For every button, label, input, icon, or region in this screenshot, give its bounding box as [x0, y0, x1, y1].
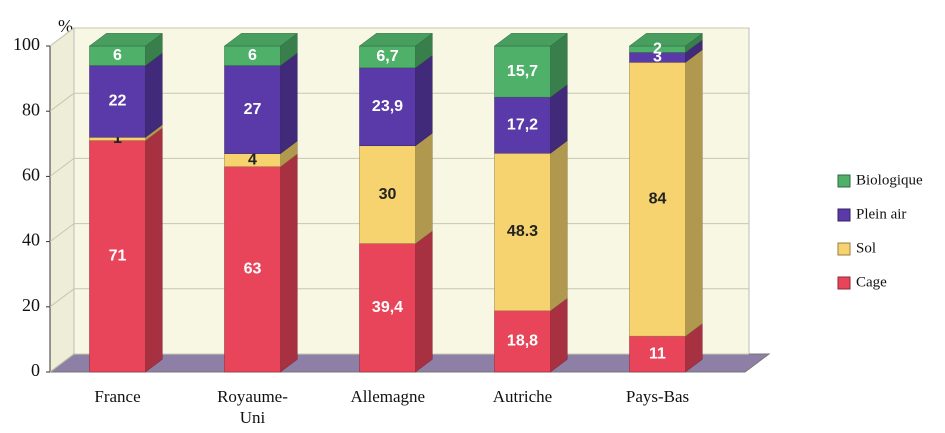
data-label: 48.3 [507, 223, 538, 240]
y-tick-label: 80 [22, 99, 40, 119]
x-tick-label: Autriche [492, 387, 553, 406]
grid-diagonal [49, 27, 75, 47]
bar-segment [494, 153, 551, 311]
data-label: 63 [244, 261, 262, 278]
y-tick-label: 40 [22, 230, 40, 250]
data-label: 11 [649, 345, 666, 362]
bar-segment [629, 62, 686, 337]
data-label: 30 [379, 186, 397, 203]
x-tick-label: France [94, 387, 141, 406]
bar-top [358, 33, 434, 47]
grid-diagonal [49, 92, 75, 112]
bar-top [223, 33, 299, 47]
data-label: 4 [248, 151, 257, 168]
x-tick-label: Royaume-Uni [217, 387, 288, 427]
bar-segment [89, 140, 146, 373]
y-tick-label: 60 [22, 165, 40, 185]
bar-side [145, 52, 163, 138]
bar-segment [359, 145, 416, 244]
bar-side [145, 127, 163, 373]
data-label: 84 [649, 190, 667, 207]
bar-top [88, 33, 164, 47]
grid-diagonal [49, 223, 75, 243]
bar-side [280, 153, 298, 373]
data-label: 17,2 [507, 116, 538, 133]
data-label: 27 [244, 101, 262, 118]
bar-side [280, 52, 298, 155]
data-label: 23,9 [372, 98, 403, 115]
data-label: 71 [109, 247, 127, 264]
legend-swatch [837, 174, 851, 188]
legend-swatch [837, 276, 851, 290]
y-tick-label: 20 [22, 295, 40, 315]
bar-side [415, 54, 433, 147]
bar-segment [359, 67, 416, 147]
bar-side [415, 230, 433, 373]
data-label: 6 [248, 47, 257, 64]
data-label: 15,7 [507, 63, 538, 80]
data-label: 6,7 [376, 48, 398, 65]
bar-side [550, 140, 568, 312]
data-label: 22 [109, 93, 127, 110]
legend-label: Plein air [856, 206, 906, 222]
legend-swatch [837, 208, 851, 222]
bar-side [415, 132, 433, 245]
bar-side [550, 297, 568, 373]
left-wall [49, 27, 75, 373]
bar-top [628, 33, 704, 47]
x-tick-label: Allemagne [350, 387, 426, 406]
bar-top [493, 33, 569, 47]
bar-segment [224, 65, 281, 154]
legend-swatch [837, 242, 851, 256]
data-label: 1 [113, 130, 122, 147]
bar-segment [224, 166, 281, 373]
bar-segment [494, 45, 551, 98]
legend-label: Cage [856, 274, 887, 290]
bar-segment [494, 96, 551, 154]
legend-label: Biologique [856, 172, 923, 188]
legend-label: Sol [856, 240, 876, 256]
data-label: 18,8 [507, 333, 538, 350]
bar-segment [359, 243, 416, 373]
bar-segment [494, 310, 551, 373]
data-label: 2 [653, 40, 662, 57]
bar-segment [89, 65, 146, 138]
bar-side [685, 49, 703, 337]
grid-diagonal [49, 157, 75, 177]
x-tick-label: Pays-Bas [625, 387, 690, 406]
y-tick-label: 0 [31, 360, 40, 380]
y-tick-label: 100 [13, 34, 40, 54]
data-label: 3 [653, 49, 662, 66]
bar-segment [629, 335, 686, 373]
grid-diagonal [49, 353, 75, 373]
data-label: 39,4 [372, 299, 403, 316]
data-label: 6 [113, 47, 122, 64]
grid-diagonal [49, 288, 75, 308]
